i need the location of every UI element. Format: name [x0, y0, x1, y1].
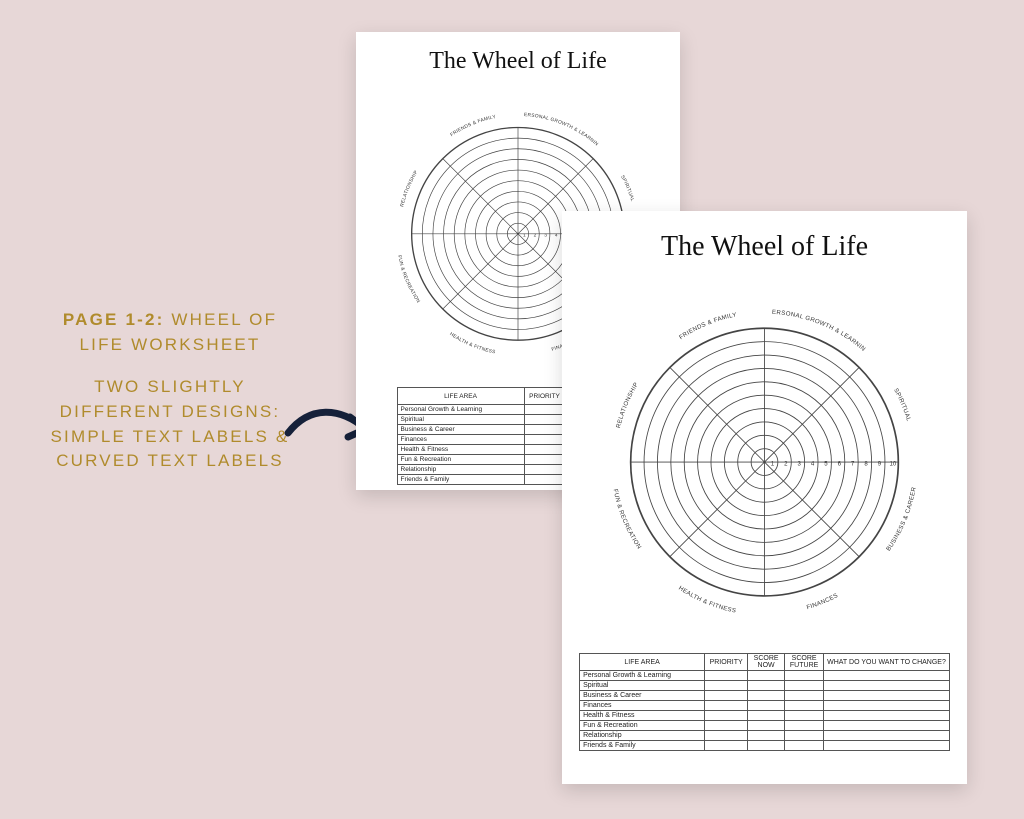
table-header: SCORENOW [748, 654, 785, 671]
wheel-of-life-chart: 1 2 3 4 5 6 7 8 9 10 PERSONAL GROWTH & LEARNING SPI… [582, 267, 947, 645]
svg-text:FRIENDS & FAMILY: FRIENDS & FAMILY [678, 311, 737, 341]
life-area-cell: Finances [397, 435, 524, 445]
life-area-cell: Relationship [580, 731, 705, 741]
svg-text:9: 9 [878, 461, 882, 468]
svg-text:1: 1 [523, 233, 526, 239]
life-area-cell: Relationship [397, 465, 524, 475]
life-area-cell: Friends & Family [397, 475, 524, 485]
life-area-cell: Personal Growth & Learning [580, 671, 705, 681]
svg-text:BUSINESS & CAREER: BUSINESS & CAREER [885, 486, 918, 552]
svg-text:2: 2 [534, 233, 537, 239]
table-row: Friends & Family [580, 741, 950, 751]
svg-text:1: 1 [771, 461, 775, 468]
life-area-cell: Business & Career [397, 425, 524, 435]
life-area-cell: Spiritual [397, 415, 524, 425]
svg-text:HEALTH & FITNESS: HEALTH & FITNESS [448, 331, 496, 355]
table-header: LIFE AREA [397, 388, 524, 405]
svg-text:8: 8 [864, 461, 868, 468]
worksheet-page-2: The Wheel of Life 1 2 3 4 5 6 7 8 9 10 PERSONAL GR… [562, 211, 967, 784]
svg-text:HEALTH & FITNESS: HEALTH & FITNESS [677, 585, 737, 615]
table-row: Spiritual [580, 681, 950, 691]
life-area-cell: Health & Fitness [580, 711, 705, 721]
svg-text:FINANCES: FINANCES [806, 592, 840, 611]
svg-text:3: 3 [797, 461, 801, 468]
caption-heading: PAGE 1-2: [63, 310, 165, 329]
life-area-table: LIFE AREAPRIORITYSCORENOWSCOREFUTUREWHAT… [579, 653, 950, 751]
svg-text:FUN & RECREATION: FUN & RECREATION [612, 488, 643, 550]
svg-text:SPIRITUAL: SPIRITUAL [619, 174, 635, 202]
svg-text:2: 2 [784, 461, 788, 468]
svg-text:PERSONAL GROWTH & LEARNING: PERSONAL GROWTH & LEARNING [373, 79, 600, 148]
svg-text:SPIRITUAL: SPIRITUAL [892, 387, 912, 422]
life-area-cell: Health & Fitness [397, 445, 524, 455]
page-title: The Wheel of Life [356, 48, 680, 75]
svg-text:6: 6 [838, 461, 842, 468]
svg-text:10: 10 [889, 461, 896, 468]
svg-text:FRIENDS & FAMILY: FRIENDS & FAMILY [449, 114, 497, 138]
table-header: SCOREFUTURE [785, 654, 824, 671]
promo-caption: PAGE 1-2: WHEEL OF LIFE WORKSHEET TWO SL… [40, 308, 300, 492]
table-row: Fun & Recreation [580, 721, 950, 731]
table-header: WHAT DO YOU WANT TO CHANGE? [824, 654, 950, 671]
table-row: Finances [580, 701, 950, 711]
table-row: Business & Career [580, 691, 950, 701]
life-area-cell: Finances [580, 701, 705, 711]
table-header: PRIORITY [524, 388, 565, 405]
page-title: The Wheel of Life [562, 231, 967, 263]
svg-text:4: 4 [811, 461, 815, 468]
svg-text:5: 5 [824, 461, 828, 468]
table-row: Health & Fitness [580, 711, 950, 721]
svg-text:PERSONAL GROWTH & LEARNING: PERSONAL GROWTH & LEARNING [582, 267, 867, 353]
svg-text:FUN & RECREATION: FUN & RECREATION [396, 255, 421, 305]
life-area-cell: Friends & Family [580, 741, 705, 751]
life-area-cell: Fun & Recreation [580, 721, 705, 731]
svg-text:3: 3 [544, 233, 547, 239]
life-area-cell: Fun & Recreation [397, 455, 524, 465]
svg-text:7: 7 [851, 461, 855, 468]
svg-text:4: 4 [555, 233, 558, 239]
life-area-cell: Personal Growth & Learning [397, 405, 524, 415]
table-header: LIFE AREA [580, 654, 705, 671]
table-header: PRIORITY [705, 654, 748, 671]
life-area-cell: Business & Career [580, 691, 705, 701]
table-row: Personal Growth & Learning [580, 671, 950, 681]
caption-body: TWO SLIGHTLY DIFFERENT DESIGNS: SIMPLE T… [40, 375, 300, 474]
life-area-cell: Spiritual [580, 681, 705, 691]
table-row: Relationship [580, 731, 950, 741]
